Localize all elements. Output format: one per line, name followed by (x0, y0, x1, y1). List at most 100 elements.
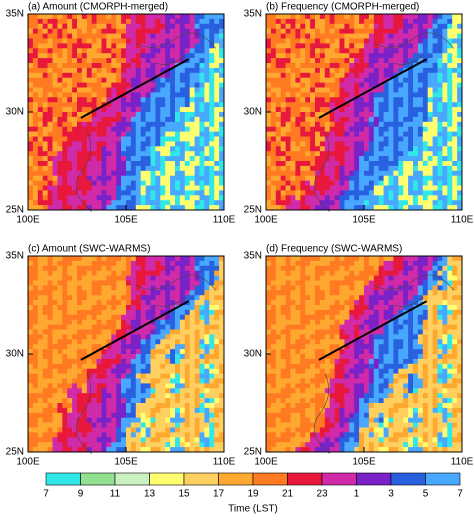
field-cell (131, 19, 136, 24)
field-cell (281, 285, 286, 290)
field-cell (442, 14, 447, 19)
field-cell (126, 305, 131, 310)
field-cell (62, 146, 67, 151)
field-cell (126, 369, 131, 374)
field-cell (97, 122, 102, 127)
field-cell (393, 190, 398, 195)
field-cell (116, 137, 121, 142)
field-cell (48, 330, 53, 335)
field-cell (452, 171, 457, 176)
field-cell (276, 359, 281, 364)
field-cell (408, 122, 413, 127)
field-cell (185, 369, 190, 374)
field-cell (204, 102, 209, 107)
field-cell (190, 132, 195, 137)
field-cell (442, 92, 447, 97)
field-cell (286, 117, 291, 122)
field-cell (106, 428, 111, 433)
field-cell (57, 320, 62, 325)
field-cell (393, 146, 398, 151)
field-cell (325, 83, 330, 88)
field-cell (43, 53, 48, 58)
field-cell (170, 285, 175, 290)
field-cell (151, 102, 156, 107)
field-cell (121, 68, 126, 73)
field-cell (92, 442, 97, 447)
field-cell (72, 290, 77, 295)
field-cell (165, 58, 170, 63)
field-cell (102, 285, 107, 290)
field-cell (97, 39, 102, 44)
field-cell (121, 349, 126, 354)
field-cell (286, 190, 291, 195)
field-cell (121, 166, 126, 171)
field-cell (276, 53, 281, 58)
field-cell (447, 92, 452, 97)
field-cell (82, 141, 87, 146)
field-cell (393, 137, 398, 142)
field-cell (102, 117, 107, 122)
field-cell (82, 295, 87, 300)
field-cell (136, 403, 141, 408)
field-cell (364, 166, 369, 171)
field-cell (82, 305, 87, 310)
field-cell (106, 413, 111, 418)
field-cell (146, 442, 151, 447)
field-cell (359, 97, 364, 102)
field-cell (131, 63, 136, 68)
field-cell (151, 418, 156, 423)
field-cell (48, 161, 53, 166)
field-cell (97, 24, 102, 29)
field-cell (121, 281, 126, 286)
field-cell (67, 266, 72, 271)
field-cell (170, 334, 175, 339)
field-cell (330, 43, 335, 48)
field-cell (359, 195, 364, 200)
field-cell (204, 161, 209, 166)
field-cell (271, 186, 276, 191)
field-cell (300, 122, 305, 127)
field-cell (200, 408, 205, 413)
field-cell (170, 127, 175, 132)
field-cell (185, 195, 190, 200)
field-cell (320, 92, 325, 97)
field-cell (175, 369, 180, 374)
field-cell (33, 339, 38, 344)
field-cell (126, 39, 131, 44)
field-cell (175, 344, 180, 349)
field-cell (106, 29, 111, 34)
field-cell (185, 156, 190, 161)
field-cell (43, 58, 48, 63)
field-cell (185, 161, 190, 166)
field-cell (389, 14, 394, 19)
field-cell (102, 195, 107, 200)
field-cell (146, 398, 151, 403)
field-cell (271, 330, 276, 335)
field-cell (200, 39, 205, 44)
field-cell (57, 24, 62, 29)
field-cell (320, 171, 325, 176)
field-cell (214, 442, 219, 447)
field-cell (175, 432, 180, 437)
field-cell (146, 102, 151, 107)
field-cell (57, 359, 62, 364)
field-cell (276, 200, 281, 205)
field-cell (398, 58, 403, 63)
field-cell (53, 398, 58, 403)
field-cell (335, 141, 340, 146)
field-cell (320, 53, 325, 58)
field-cell (92, 53, 97, 58)
field-cell (33, 39, 38, 44)
field-cell (160, 339, 165, 344)
field-cell (433, 141, 438, 146)
field-cell (190, 48, 195, 53)
field-cell (160, 393, 165, 398)
field-cell (160, 359, 165, 364)
field-cell (266, 442, 271, 447)
field-cell (271, 295, 276, 300)
field-cell (146, 281, 151, 286)
field-cell (165, 388, 170, 393)
field-cell (315, 186, 320, 191)
field-cell (180, 195, 185, 200)
field-cell (87, 171, 92, 176)
